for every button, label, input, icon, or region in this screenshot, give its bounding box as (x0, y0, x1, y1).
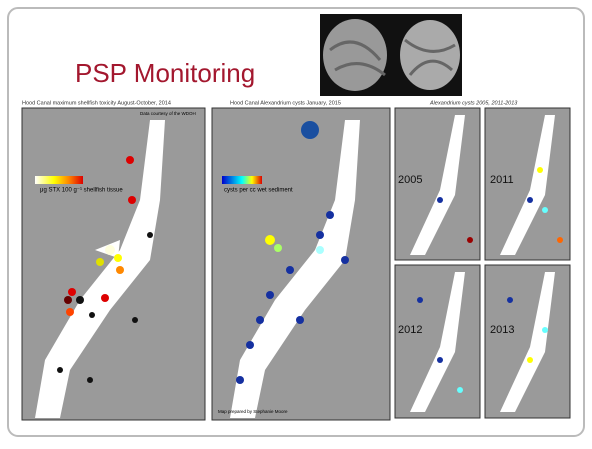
year-label: 2005 (398, 174, 422, 186)
legend-label: μg STX 100 g⁻¹ shellfish tissue (40, 188, 123, 194)
slide: PSP Monitoring Hood Canal maximum shellf… (0, 0, 592, 444)
panel-caption: Alexandrium cysts 2005, 2011-2013 (429, 100, 518, 106)
year-label: 2013 (490, 324, 514, 336)
credit: Map prepared by Stephanie Moore (218, 409, 288, 414)
year-label: 2011 (490, 174, 514, 186)
panel-caption: Hood Canal Alexandrium cysts January, 20… (230, 100, 341, 106)
map-cysts: cysts per cc wet sediment Map prepared b… (212, 108, 390, 420)
credit: Data courtesy of the WDOH (140, 111, 196, 116)
legend-label: cysts per cc wet sediment (224, 188, 293, 194)
year-label: 2012 (398, 324, 422, 336)
micrograph (320, 14, 462, 96)
slide-title: PSP Monitoring (75, 58, 255, 88)
panel-caption: Hood Canal maximum shellfish toxicity Au… (22, 100, 171, 106)
map-toxicity: μg STX 100 g⁻¹ shellfish tissue Data cou… (22, 108, 205, 420)
